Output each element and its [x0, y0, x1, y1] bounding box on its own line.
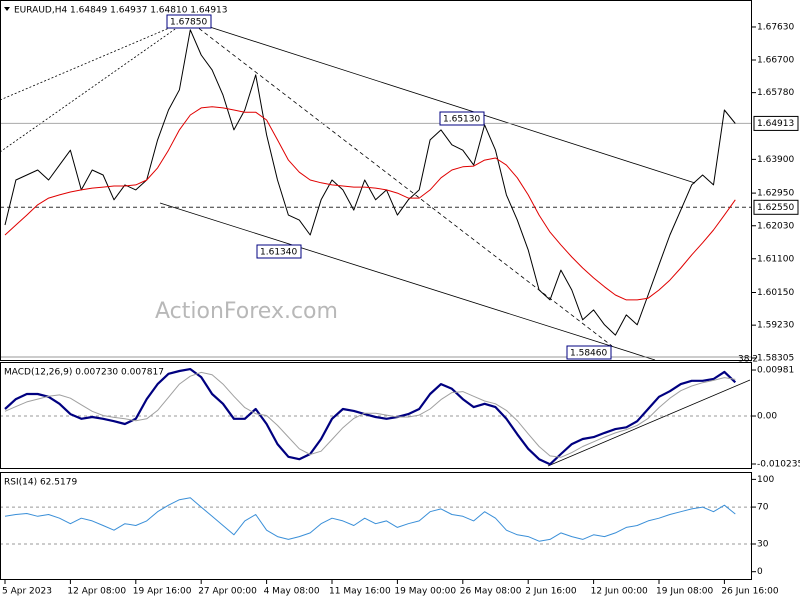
annotation: 1.58460	[570, 349, 607, 359]
panel-title: MACD(12,26,9) 0.007230 0.007817	[4, 368, 164, 378]
series-line	[4, 106, 736, 301]
y-tick-label: 0.00	[757, 412, 777, 422]
x-tick-label: 5 Apr 2023	[2, 587, 52, 597]
y-tick-label: 1.61100	[757, 254, 794, 264]
price-label: 1.62550	[757, 203, 794, 213]
y-tick-label: 1.59230	[757, 321, 794, 331]
panel-border	[0, 472, 752, 580]
annotation-box	[256, 244, 302, 259]
panel-border	[0, 0, 752, 361]
y-tick-label: -0.010235	[757, 460, 800, 470]
symbol-marker	[4, 7, 10, 11]
y-tick-label: 1.58305	[757, 353, 794, 363]
price-label-box	[753, 115, 799, 131]
panel-title: EURAUD,H4 1.64849 1.64937 1.64810 1.6491…	[14, 6, 228, 16]
y-tick-label: 1.67630	[757, 22, 794, 32]
y-tick-label: 1.63900	[757, 155, 794, 165]
panel-title: RSI(14) 62.5179	[4, 478, 77, 488]
x-tick-label: 27 Apr 00:00	[198, 587, 257, 597]
annotation: 1.65130	[443, 115, 480, 125]
x-tick-label: 19 Jun 08:00	[656, 587, 713, 597]
series-line	[4, 368, 737, 466]
annotation-box	[566, 345, 612, 360]
x-tick-label: 19 May 00:00	[394, 587, 456, 597]
series-line	[4, 497, 736, 542]
y-tick-label: 1.60150	[757, 288, 794, 298]
trend-lines	[0, 19, 752, 467]
panel-border	[0, 362, 752, 469]
x-tick-label: 12 Apr 08:00	[67, 587, 126, 597]
y-tick-label: 1.62030	[757, 221, 794, 231]
x-tick-label: 11 May 16:00	[329, 587, 391, 597]
y-tick-label: 1.62950	[757, 189, 794, 199]
annotation-box	[166, 14, 212, 29]
y-tick-label: 70	[757, 503, 769, 513]
annotation: 1.61340	[260, 248, 297, 258]
channel-upper	[187, 19, 696, 184]
annotation-box	[439, 111, 485, 126]
y-tick-label: 1.66700	[757, 55, 794, 65]
y-tick-label: 100	[757, 475, 774, 485]
y-tick-label: 0.00981	[757, 366, 794, 376]
annotation: 38.2	[738, 355, 758, 365]
x-tick-label: 19 Apr 16:00	[133, 587, 192, 597]
price-label-box	[753, 199, 799, 215]
x-tick-label: 12 Jun 00:00	[591, 587, 648, 597]
watermark: ActionForex.com	[155, 299, 338, 324]
y-tick-label: 30	[757, 540, 769, 550]
x-tick-label: 26 May 08:00	[460, 587, 522, 597]
macd-trend-line	[547, 379, 751, 467]
series-line	[4, 371, 736, 458]
y-tick-label: 0	[757, 567, 763, 577]
x-tick-label: 4 May 08:00	[264, 587, 320, 597]
y-tick-label: 1.65780	[757, 88, 794, 98]
x-tick-label: 26 Jun 16:00	[721, 587, 778, 597]
dashed-line	[187, 19, 613, 347]
price-label: 1.64913	[757, 119, 794, 129]
channel-lower	[159, 202, 656, 361]
annotation: 1.67850	[170, 18, 207, 28]
x-tick-label: 2 Jun 16:00	[525, 587, 577, 597]
